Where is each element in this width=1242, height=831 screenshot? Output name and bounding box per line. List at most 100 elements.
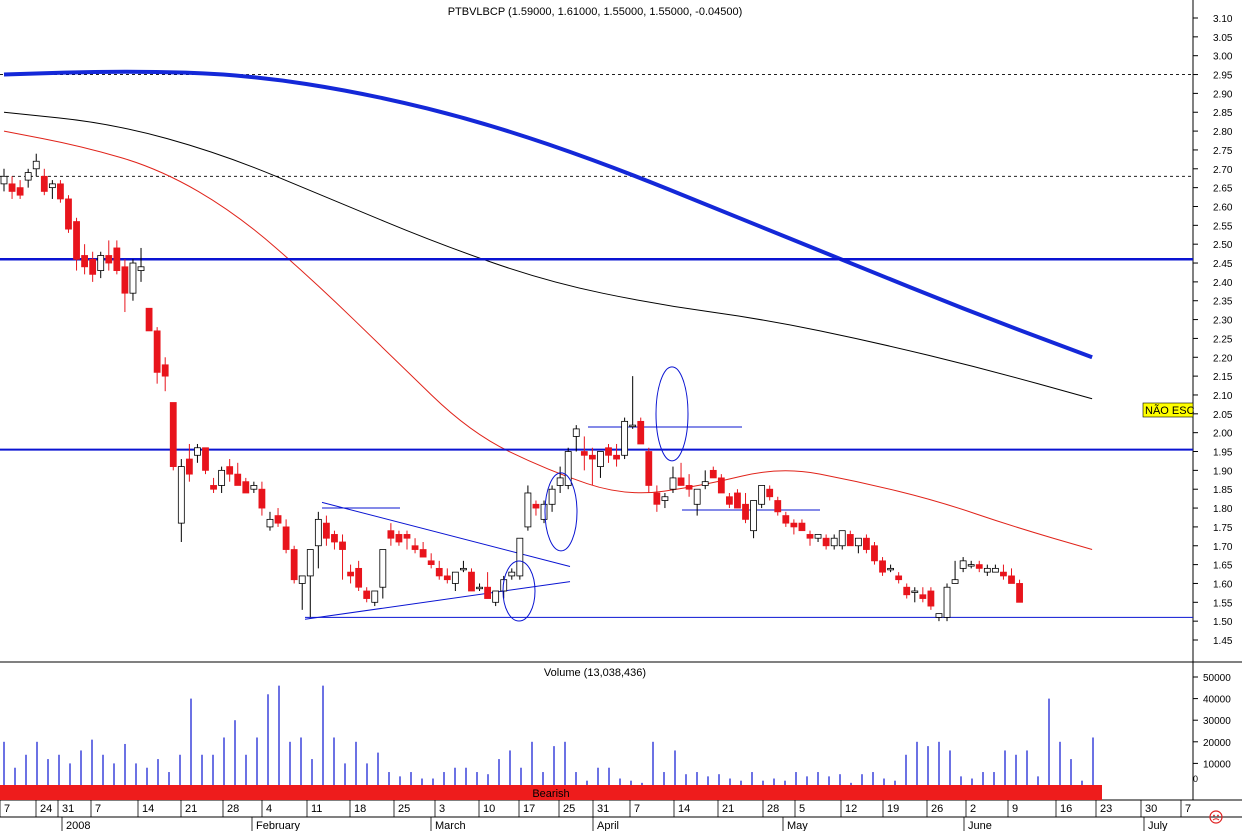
candle-body (983, 567, 991, 573)
candle (629, 376, 637, 429)
price-tick-label: 2.35 (1213, 297, 1233, 308)
candle-body (524, 492, 532, 528)
day-label: 28 (227, 803, 239, 815)
candle (57, 180, 64, 203)
day-label: 31 (597, 803, 609, 815)
candle-body (443, 575, 451, 581)
nao-esc-badge: NÃO ESC (1145, 404, 1195, 417)
candle (1000, 564, 1007, 580)
candle-body (121, 266, 129, 294)
candle-body (798, 522, 806, 532)
candle-body (250, 485, 258, 490)
candle-body (790, 522, 798, 528)
candle-body (959, 560, 967, 569)
candle-body (806, 534, 814, 539)
candle-body (540, 503, 548, 520)
candle-body (967, 564, 975, 567)
day-label: 7 (4, 803, 10, 815)
candle-body (16, 187, 24, 196)
month-label: March (435, 820, 466, 831)
price-y-axis: 3.10 3.05 3.00 2.95 2.90 2.85 2.80 2.75 2.70 2.65… (1193, 14, 1233, 647)
candle-body (32, 160, 40, 170)
candle-body (621, 420, 629, 456)
candle-body (48, 183, 56, 189)
ellipse-3 (655, 366, 689, 462)
candle-body (322, 522, 330, 539)
candle (282, 519, 290, 554)
price-tick-label: 2.40 (1213, 278, 1233, 289)
price-tick-label: 2.50 (1213, 240, 1233, 251)
volume-bars (3, 685, 1094, 785)
candle-body (508, 571, 516, 577)
candle (40, 168, 48, 196)
candle (726, 492, 733, 509)
candle (943, 583, 951, 622)
price-tick-label: 1.75 (1213, 523, 1233, 534)
candle-body (40, 175, 48, 192)
candle (572, 425, 580, 452)
candle-body (580, 451, 588, 456)
candle-body (637, 420, 645, 445)
candle (484, 572, 492, 599)
candle-body (153, 330, 161, 373)
candle-body (371, 590, 379, 603)
candle-body (194, 447, 201, 456)
candle (935, 613, 943, 622)
candle (967, 560, 975, 569)
candle-body (951, 579, 959, 584)
candle (564, 447, 572, 490)
candle (532, 500, 540, 516)
candle (782, 511, 790, 527)
candle (734, 489, 741, 509)
candle-body (89, 258, 97, 275)
sad-face-icon[interactable] (1209, 810, 1223, 824)
day-label: 7 (1185, 803, 1191, 815)
candle (766, 485, 774, 501)
candle-body (234, 473, 242, 486)
candle-body (726, 496, 733, 505)
candle-body (1008, 575, 1015, 584)
candlesticks (0, 153, 1023, 622)
candle (250, 481, 258, 493)
day-label: 17 (523, 803, 535, 815)
candle-body (411, 545, 419, 550)
candle (218, 466, 226, 493)
day-label: 21 (185, 803, 197, 815)
candle-body (218, 469, 226, 486)
candle-body (282, 526, 290, 550)
day-label: 7 (95, 803, 101, 815)
bearish-banner (0, 785, 1102, 800)
candle (258, 481, 266, 516)
candle-body (709, 469, 717, 479)
candle (814, 534, 822, 542)
candle (1016, 579, 1023, 603)
candle-body (290, 549, 298, 581)
candle-body (81, 255, 88, 268)
candle (129, 259, 137, 301)
day-label: 23 (1100, 803, 1112, 815)
candle-body (645, 451, 653, 486)
month-label: July (1148, 820, 1168, 831)
candle (363, 587, 371, 603)
price-tick-label: 2.25 (1213, 334, 1233, 345)
candle (709, 466, 717, 479)
price-tick-label: 2.80 (1213, 127, 1233, 138)
volume-tick-label: 30000 (1203, 716, 1231, 727)
day-label: 14 (678, 803, 690, 815)
price-tick-label: 3.05 (1213, 33, 1233, 44)
candle-body (387, 530, 395, 539)
candle-body (548, 488, 556, 505)
candle-body (347, 571, 354, 577)
candle-body (975, 564, 983, 569)
candle (202, 447, 209, 475)
candle-body (605, 447, 612, 456)
candle-body (24, 172, 32, 181)
candle-body (903, 586, 911, 596)
candle (822, 534, 830, 550)
candle (653, 485, 661, 512)
candle (838, 530, 846, 550)
price-tick-label: 2.45 (1213, 259, 1233, 270)
candle-body (693, 488, 701, 505)
candle-body (306, 549, 314, 577)
month-label: April (597, 820, 619, 831)
